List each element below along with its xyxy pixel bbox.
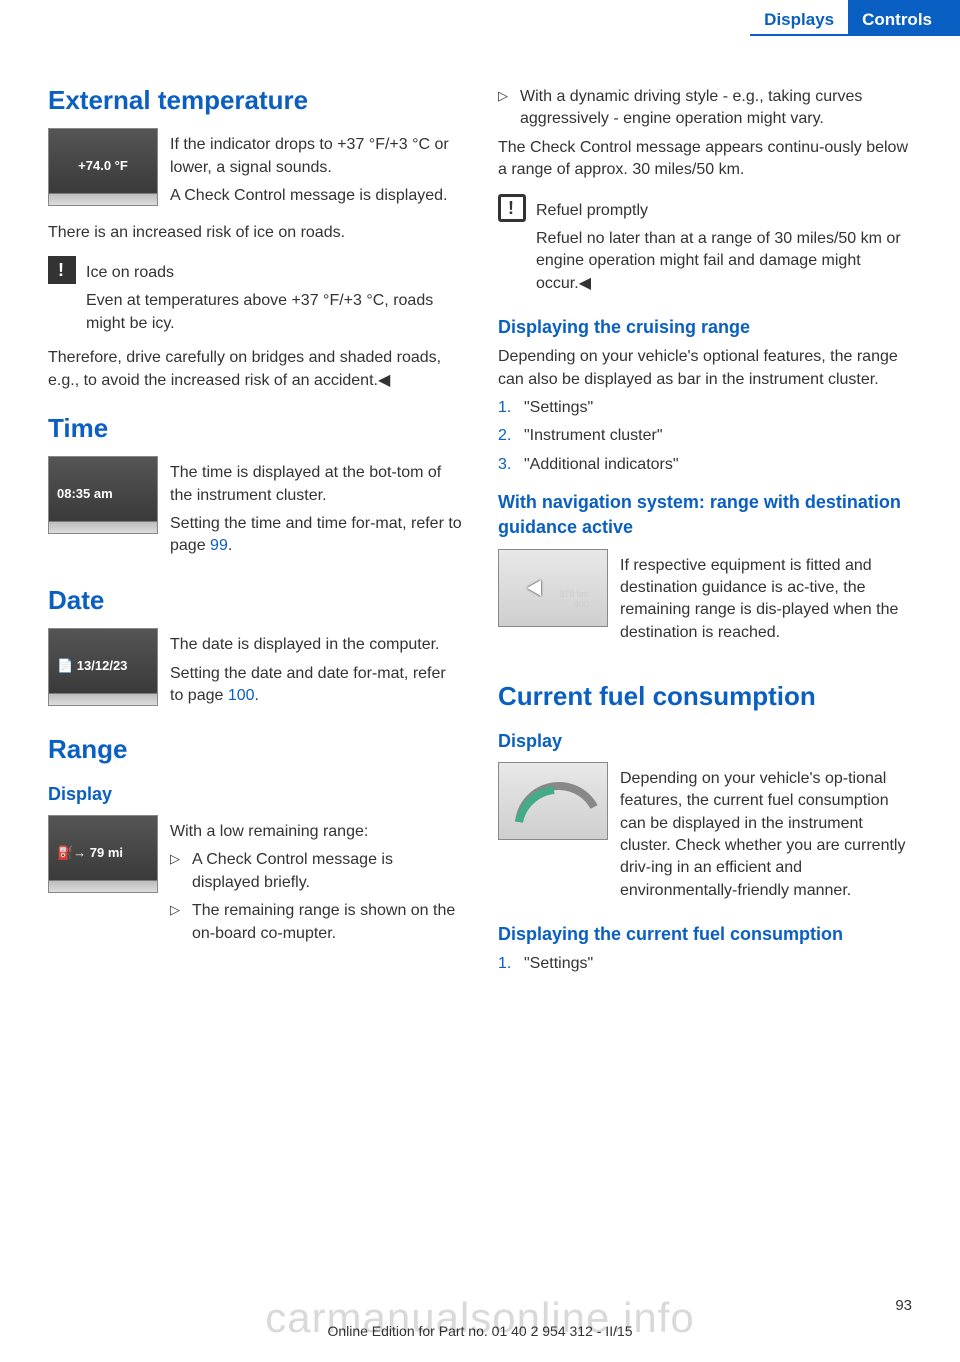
time-p1: The time is displayed at the bot‐tom of … [170,462,462,507]
subheading-fuel-display: Display [498,729,912,754]
range-bullet-2: The remaining range is shown on the on-b… [170,900,462,945]
heading-date: Date [48,582,462,618]
ice-warning: Ice on roads Even at temperatures above … [48,256,462,341]
page-number: 93 [895,1295,912,1316]
refuel-warning-title: Refuel promptly [536,200,912,222]
range-p1: With a low remaining range: [170,821,462,843]
subheading-nav-range: With navigation system: range with desti… [498,490,912,540]
date-p1: The date is displayed in the computer. [170,634,462,656]
ext-temp-text: If the indicator drops to +37 °F/+3 °C o… [170,128,462,213]
ice-warning-p2: Therefore, drive carefully on bridges an… [48,347,462,392]
ext-temp-p2: A Check Control message is displayed. [170,185,462,207]
subheading-fuel-steps: Displaying the current fuel consumption [498,922,912,947]
info-icon [498,194,526,222]
nav-range-figure: 378 km 400 [498,549,608,627]
breadcrumb-chapter: Controls [848,0,960,36]
heading-range: Range [48,731,462,767]
time-p2: Setting the time and time for‐mat, refer… [170,513,462,558]
time-block: 08:35 am The time is displayed at the bo… [48,456,462,564]
ice-warning-text: Ice on roads Even at temperatures above … [86,256,462,341]
cruise-step-3: "Additional indicators" [498,454,912,476]
subheading-cruising-range: Displaying the cruising range [498,315,912,340]
range-bullets: A Check Control message is displayed bri… [170,849,462,945]
date-text: The date is displayed in the computer. S… [170,628,462,713]
cruising-range-steps: "Settings" "Instrument cluster" "Additio… [498,397,912,476]
ice-warning-title: Ice on roads [86,262,462,284]
ice-warning-p1: Even at temperatures above +37 °F/+3 °C,… [86,290,462,335]
range-text: With a low remaining range: A Check Cont… [170,815,462,951]
cruising-range-p: Depending on your vehicle's optional fea… [498,346,912,391]
fuel-step-1: "Settings" [498,953,912,975]
ext-temp-value: +74.0 °F [49,157,157,175]
fuel-gauge-icon [499,762,607,840]
heading-fuel-consumption: Current fuel consumption [498,678,912,714]
fuel-gauge-figure [498,762,608,840]
cruise-step-1: "Settings" [498,397,912,419]
cruise-step-2: "Instrument cluster" [498,425,912,447]
range-block: ⛽→ 79 mi With a low remaining range: A C… [48,815,462,951]
refuel-warning: Refuel promptly Refuel no later than at … [498,194,912,302]
date-value: 📄 13/12/23 [49,657,157,675]
range-bullet-3: With a dynamic driving style - e.g., tak… [498,86,912,131]
range-display-figure: ⛽→ 79 mi [48,815,158,893]
nav-range-gauge-text: 378 km 400 [559,590,589,610]
fuel-text: Depending on your vehicle's op‐tional fe… [620,762,912,908]
refuel-warning-text: Refuel promptly Refuel no later than at … [536,194,912,302]
nav-range-block: 378 km 400 If respective equipment is fi… [498,549,912,651]
ext-temp-block: +74.0 °F If the indicator drops to +37 °… [48,128,462,213]
date-block: 📄 13/12/23 The date is displayed in the … [48,628,462,713]
ext-temp-p1: If the indicator drops to +37 °F/+3 °C o… [170,134,462,179]
page-link-99[interactable]: 99 [210,537,228,554]
heading-time: Time [48,410,462,446]
date-display-figure: 📄 13/12/23 [48,628,158,706]
warning-icon [48,256,76,284]
nav-range-text: If respective equipment is fitted and de… [620,549,912,651]
range-bullets-cont: With a dynamic driving style - e.g., tak… [498,86,912,131]
time-display-figure: 08:35 am [48,456,158,534]
time-value: 08:35 am [49,485,157,503]
left-column: External temperature +74.0 °F If the ind… [48,64,462,982]
check-control-p: The Check Control message appears contin… [498,137,912,182]
nav-range-p: If respective equipment is fitted and de… [620,555,912,645]
right-column: With a dynamic driving style - e.g., tak… [498,64,912,982]
footer-edition: Online Edition for Part no. 01 40 2 954 … [0,1322,960,1342]
fuel-p: Depending on your vehicle's op‐tional fe… [620,768,912,902]
fuel-block: Depending on your vehicle's op‐tional fe… [498,762,912,908]
arrow-icon [527,580,541,596]
content-columns: External temperature +74.0 °F If the ind… [0,64,960,982]
range-bullet-1: A Check Control message is displayed bri… [170,849,462,894]
range-value: ⛽→ 79 mi [49,844,157,862]
fuel-steps: "Settings" [498,953,912,975]
heading-external-temperature: External temperature [48,82,462,118]
time-text: The time is displayed at the bot‐tom of … [170,456,462,564]
refuel-warning-body: Refuel no later than at a range of 30 mi… [536,228,912,295]
date-p2: Setting the date and date for‐mat, refer… [170,663,462,708]
page-header: Displays Controls [0,0,960,36]
page-link-100[interactable]: 100 [228,687,255,704]
ext-temp-p3: There is an increased risk of ice on roa… [48,222,462,244]
subheading-range-display: Display [48,782,462,807]
ext-temp-display-figure: +74.0 °F [48,128,158,206]
breadcrumb-section: Displays [750,0,848,36]
